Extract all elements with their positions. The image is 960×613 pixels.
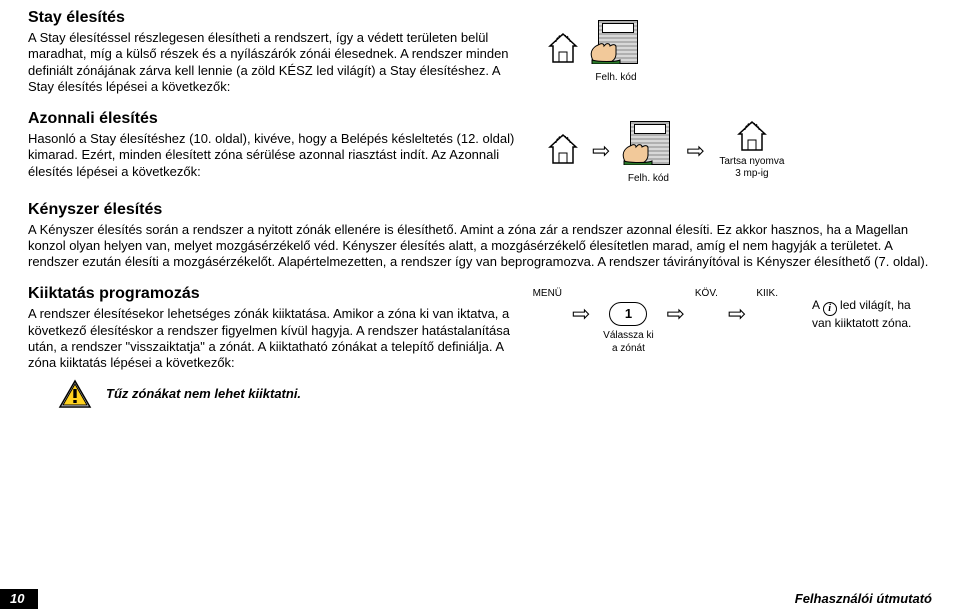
azonnali-body: Hasonló a Stay élesítéshez (10. oldal), … <box>28 131 528 180</box>
house-stay-icon <box>546 32 580 66</box>
house-stay-icon <box>546 133 580 167</box>
azonnali-caption-right: Tartsa nyomva 3 mp-ig <box>717 156 787 181</box>
kiiktatas-title: Kiiktatás programozás <box>28 284 515 304</box>
kenyszer-body: A Kényszer élesítés során a rendszer a n… <box>28 222 932 271</box>
page-number: 10 <box>0 589 38 609</box>
arrow-icon: ⇨ <box>664 300 686 328</box>
arrow-icon: ⇨ <box>590 137 612 165</box>
kenyszer-title: Kényszer élesítés <box>28 200 932 220</box>
kiiktatas-right-note: A i led világít, ha van kiiktatott zóna. <box>812 288 932 331</box>
page-footer: 10 Felhasználói útmutató <box>0 589 960 609</box>
hand-icon <box>620 135 656 165</box>
stay-caption: Felh. kód <box>595 72 636 85</box>
kiiktatas-figure: MENÜ ⇨ 1 Válassza ki a zónát ⇨ KÖV. ⇨ KI… <box>533 284 932 355</box>
label-kiik: KIIK. <box>756 288 778 301</box>
stay-body: A Stay élesítéssel részlegesen élesíthet… <box>28 30 528 95</box>
warning-text: Tűz zónákat nem lehet kiiktatni. <box>106 386 301 402</box>
keypad-icon <box>590 14 642 70</box>
azonnali-caption-left: Felh. kód <box>628 173 669 186</box>
label-valassza: Válassza ki a zónát <box>600 330 656 355</box>
arrow-icon: ⇨ <box>570 300 592 328</box>
stay-figure: Felh. kód <box>546 8 642 85</box>
azonnali-figure: ⇨ Felh. kód ⇨ Tartsa nyomva 3 mp-ig <box>546 109 787 186</box>
warning-row: Tűz zónákat nem lehet kiiktatni. <box>28 379 932 409</box>
footer-doc-title: Felhasználói útmutató <box>795 591 960 607</box>
hand-icon <box>588 34 624 64</box>
stay-title: Stay élesítés <box>28 8 528 28</box>
kiiktatas-body: A rendszer élesítésekor lehetséges zónák… <box>28 306 515 371</box>
arrow-icon: ⇨ <box>684 137 706 165</box>
warning-icon <box>58 379 92 409</box>
house-stay-icon <box>735 120 769 154</box>
info-icon: i <box>823 302 837 316</box>
arrow-icon: ⇨ <box>726 300 748 328</box>
label-menu: MENÜ <box>533 288 562 301</box>
key-1-button: 1 <box>609 302 647 326</box>
keypad-icon <box>622 115 674 171</box>
label-kov: KÖV. <box>695 288 718 301</box>
azonnali-title: Azonnali élesítés <box>28 109 528 129</box>
